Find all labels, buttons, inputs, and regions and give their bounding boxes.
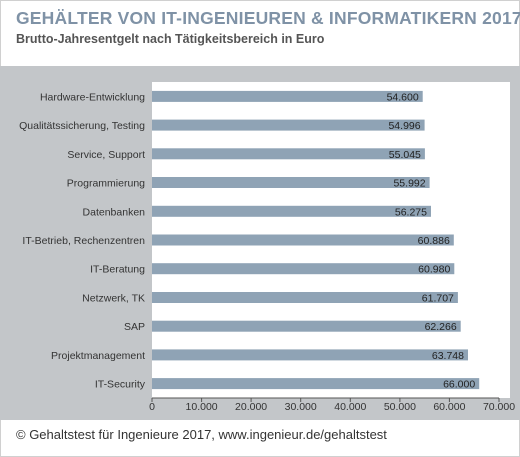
x-tick-label: 0 (149, 401, 155, 413)
bar (152, 320, 461, 332)
data-label: 63.748 (432, 350, 464, 362)
x-tick-label: 10.000 (186, 401, 218, 413)
category-label: Netzwerk, TK (82, 293, 145, 305)
data-label: 61.707 (422, 293, 454, 305)
category-label: IT-Beratung (90, 264, 145, 276)
category-label: SAP (124, 321, 145, 333)
category-label: Datenbanken (83, 206, 146, 218)
x-tick-label: 60.000 (433, 401, 465, 413)
x-tick-label: 20.000 (235, 401, 267, 413)
data-label: 62.266 (425, 321, 457, 333)
category-label: Qualitätssicherung, Testing (19, 120, 145, 132)
bar (152, 378, 480, 390)
bar (152, 263, 455, 275)
x-tick-label: 40.000 (334, 401, 366, 413)
category-label: Projektmanagement (51, 350, 145, 362)
bar (152, 349, 468, 361)
category-label: Service, Support (67, 149, 145, 161)
data-label: 55.992 (393, 178, 425, 190)
source-credit: © Gehaltstest für Ingenieure 2017, www.i… (16, 427, 387, 442)
chart-title: GEHÄLTER VON IT-INGENIEUREN & INFORMATIK… (16, 8, 520, 28)
bar (152, 205, 431, 217)
bar (152, 148, 425, 160)
data-label: 55.045 (389, 149, 421, 161)
category-label: IT-Security (95, 379, 146, 391)
data-label: 56.275 (395, 206, 427, 218)
bar (152, 234, 454, 246)
data-label: 66.000 (443, 379, 475, 391)
bar (152, 90, 423, 102)
data-label: 60.980 (418, 264, 450, 276)
category-label: Hardware-Entwicklung (40, 91, 145, 103)
bar (152, 292, 458, 303)
x-tick-label: 30.000 (285, 401, 317, 413)
bar (152, 177, 430, 188)
category-label: Programmierung (67, 178, 145, 190)
chart-subtitle: Brutto-Jahresentgelt nach Tätigkeitsbere… (16, 32, 325, 46)
data-label: 54.600 (387, 91, 419, 103)
x-tick-label: 50.000 (384, 401, 416, 413)
data-label: 54.996 (388, 120, 420, 132)
x-tick-label: 70.000 (483, 401, 515, 413)
category-label: IT-Betrieb, Rechenzentren (22, 235, 145, 247)
bar (152, 119, 425, 131)
data-label: 60.886 (418, 235, 450, 247)
